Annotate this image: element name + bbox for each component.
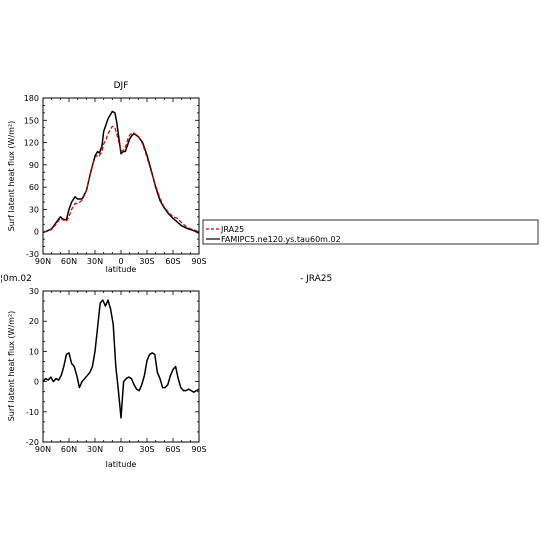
top-y-tick-label: 30 xyxy=(29,205,39,214)
bottom-series-group xyxy=(42,299,200,419)
top-x-tick-label: 30S xyxy=(139,257,154,266)
top-plot-frame xyxy=(42,97,200,255)
top-x-tick-label: 0 xyxy=(118,257,123,266)
bottom-y-ticks: -20 -10 0 10 20 30 xyxy=(26,287,199,447)
bottom-series-line-0 xyxy=(42,299,200,419)
bottom-y-tick-label: 0 xyxy=(34,378,39,387)
top-series-line-0 xyxy=(42,125,200,233)
bottom-y-tick-label: -20 xyxy=(26,438,39,447)
bottom-x-axis-label: latitude xyxy=(106,460,137,469)
top-y-tick-label: 180 xyxy=(24,94,39,103)
top-y-axis-label: Surf latent heat flux (W/m²) xyxy=(7,121,16,232)
legend-label-famipc5: FAMIPC5.ne120.ys.tau60m.02 xyxy=(221,235,341,244)
legend: JRA25 FAMIPC5.ne120.ys.tau60m.02 xyxy=(202,219,539,245)
bottom-y-tick-label: 30 xyxy=(29,287,39,296)
top-y-tick-label: 90 xyxy=(29,161,39,170)
top-x-tick-label: 60S xyxy=(165,257,180,266)
bottom-x-tick-label: 0 xyxy=(118,445,123,454)
top-y-tick-label: 150 xyxy=(24,116,39,125)
top-y-tick-label: 0 xyxy=(34,228,39,237)
bottom-x-tick-label: 30S xyxy=(139,445,154,454)
bottom-y-tick-label: -10 xyxy=(26,408,39,417)
bottom-x-tick-label: 90N xyxy=(35,445,51,454)
bottom-x-tick-label: 30N xyxy=(87,445,103,454)
top-y-tick-label: -30 xyxy=(26,250,39,259)
top-x-axis-label: latitude xyxy=(106,265,137,274)
bottom-x-tick-label: 60S xyxy=(165,445,180,454)
top-x-tick-label: 30N xyxy=(87,257,103,266)
bottom-x-tick-label: 90S xyxy=(191,445,206,454)
top-y-ticks: -30 0 30 60 90 120 150 180 xyxy=(24,94,199,259)
top-chart-title: DJF xyxy=(114,81,129,91)
bottom-y-tick-label: 10 xyxy=(29,347,39,356)
top-y-tick-label: 120 xyxy=(24,139,39,148)
top-x-tick-label: 90N xyxy=(35,257,51,266)
legend-box xyxy=(202,219,539,245)
bottom-panel: ¦0m.02 - JRA25 90N 60N 30N 0 30S 60S 90S -20 -1… xyxy=(0,274,332,469)
top-series-line-1 xyxy=(42,110,200,234)
legend-label-jra25: JRA25 xyxy=(220,225,244,234)
top-panel: DJF 90N 60N 30N 0 30S 60S 90S -30 0 30 60 90 120 150… xyxy=(7,81,207,274)
top-x-tick-label: 60N xyxy=(61,257,77,266)
bottom-y-axis-label: Surf latent heat flux (W/m²) xyxy=(7,311,16,422)
bottom-y-tick-label: 20 xyxy=(29,317,39,326)
top-y-tick-label: 60 xyxy=(29,183,39,192)
bottom-x-tick-label: 60N xyxy=(61,445,77,454)
bottom-title-fragment: ¦0m.02 xyxy=(0,274,32,284)
top-x-ticks: 90N 60N 30N 0 30S 60S 90S xyxy=(35,98,207,266)
top-series-group xyxy=(42,110,200,234)
bottom-title-right: - JRA25 xyxy=(300,274,332,284)
top-x-tick-label: 90S xyxy=(191,257,206,266)
bottom-x-ticks: 90N 60N 30N 0 30S 60S 90S xyxy=(35,291,207,454)
